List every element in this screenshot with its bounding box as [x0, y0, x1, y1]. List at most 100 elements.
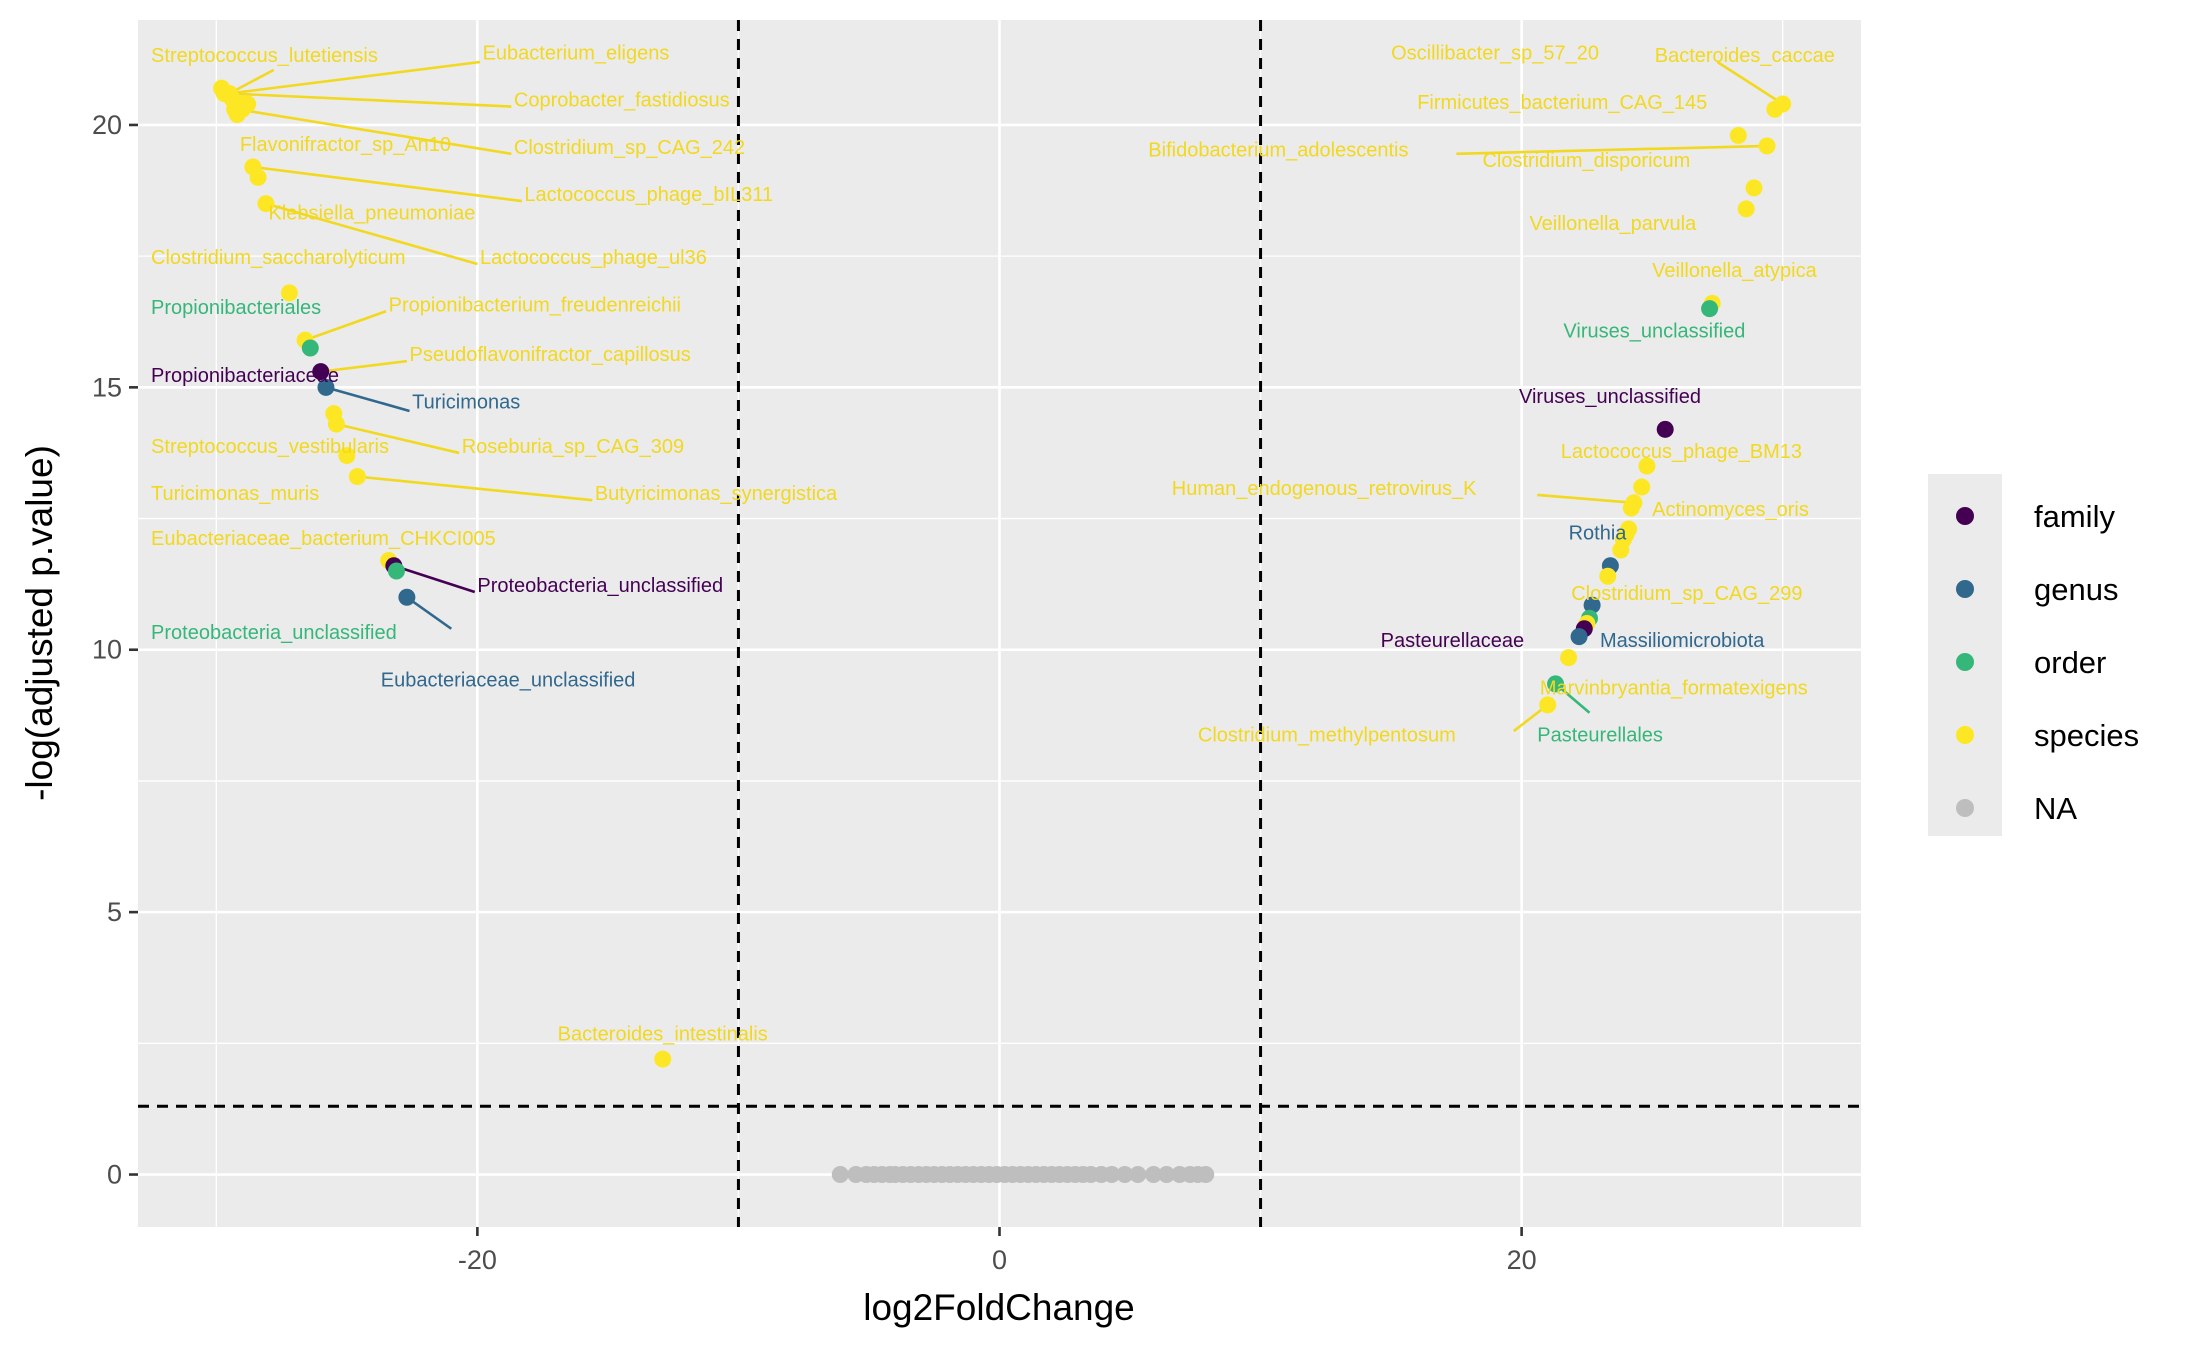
data-point	[1745, 179, 1763, 197]
point-label: Proteobacteria_unclassified	[151, 622, 397, 644]
point-label: Bacteroides_intestinalis	[558, 1024, 768, 1046]
x-axis-ticks: -20 0 20	[458, 1227, 1537, 1275]
data-point	[1145, 1166, 1163, 1184]
data-point	[654, 1050, 672, 1068]
data-point	[1766, 100, 1784, 118]
point-label: Rothia	[1569, 523, 1628, 545]
legend-key	[1956, 580, 1974, 598]
label-connector	[320, 359, 408, 373]
data-point	[1599, 567, 1617, 585]
point-label: Actinomyces_oris	[1652, 499, 1809, 521]
point-label: Turicimonas_muris	[151, 483, 319, 505]
data-point	[1103, 1166, 1121, 1184]
legend-key	[1956, 726, 1974, 744]
data-point	[280, 284, 298, 302]
point-label: Bifidobacterium_adolescentis	[1148, 139, 1408, 161]
point-label: Clostridium_methylpentosum	[1198, 725, 1456, 747]
point-label: Eubacterium_eligens	[483, 42, 670, 64]
legend: family genus order species NA	[1956, 499, 2139, 826]
point-label: Propionibacteriaceae	[151, 365, 339, 387]
legend-label: NA	[2034, 791, 2077, 826]
label-connector	[304, 310, 387, 342]
data-point	[1560, 649, 1578, 667]
y-tick-label: 5	[107, 897, 122, 927]
point-label: Flavonifractor_sp_An10	[240, 134, 451, 156]
y-tick-label: 20	[92, 110, 122, 140]
point-label: Eubacteriaceae_bacterium_CHKCI005	[151, 528, 496, 550]
data-points	[213, 79, 1792, 1184]
y-axis-title: -log(adjusted p.value)	[19, 445, 60, 801]
point-label: Clostridium_sp_CAG_242	[514, 137, 745, 159]
point-label: Coprobacter_fastidiosus	[514, 90, 730, 112]
threshold-lines	[138, 20, 1861, 1227]
data-point	[249, 168, 267, 186]
point-label: Lactococcus_phage_ul36	[480, 247, 707, 269]
data-point	[1633, 478, 1651, 496]
point-label: Firmicutes_bacterium_CAG_145	[1417, 92, 1707, 114]
legend-key	[1956, 507, 1974, 525]
data-point	[1583, 596, 1601, 614]
point-label: Pseudoflavonifractor_capillosus	[410, 344, 691, 366]
label-connector	[252, 165, 522, 203]
data-point	[1570, 628, 1588, 646]
data-point	[1158, 1166, 1176, 1184]
point-label: Roseburia_sp_CAG_309	[462, 436, 684, 458]
y-tick-label: 10	[92, 635, 122, 665]
point-labels: Streptococcus_lutetiensis Eubacterium_eli…	[151, 42, 1835, 1045]
data-point	[1622, 499, 1640, 517]
data-point	[1638, 457, 1656, 475]
data-point	[398, 588, 416, 606]
point-label: Bacteroides_caccae	[1655, 45, 1835, 67]
y-axis-ticks: 0 5 10 15 20	[92, 110, 138, 1190]
data-point	[1539, 696, 1557, 714]
point-label: Eubacteriaceae_unclassified	[381, 669, 636, 691]
data-point	[239, 95, 257, 113]
point-label: Veillonella_parvula	[1529, 213, 1697, 235]
data-point	[1116, 1166, 1134, 1184]
label-connector	[357, 475, 593, 502]
point-label: Viruses_unclassified	[1519, 386, 1701, 408]
label-connector	[1456, 144, 1768, 156]
data-point	[1129, 1166, 1147, 1184]
label-connector	[265, 202, 478, 266]
point-label: Human_endogenous_retrovirus_K	[1172, 478, 1477, 500]
grid-major	[138, 20, 1861, 1227]
point-label: Propionibacteriales	[151, 297, 321, 319]
data-point	[317, 378, 335, 396]
legend-label: species	[2034, 718, 2139, 753]
point-label: Oscillibacter_sp_57_20	[1391, 42, 1599, 64]
label-connector	[236, 107, 512, 156]
data-point	[338, 447, 356, 465]
point-label: Viruses_unclassified	[1563, 320, 1745, 342]
data-point	[1547, 675, 1565, 693]
data-point	[831, 1166, 849, 1184]
point-label: Clostridium_saccharolyticum	[151, 247, 406, 269]
legend-key	[1956, 653, 1974, 671]
point-label: Marvinbryantia_formatexigens	[1540, 677, 1808, 699]
label-connector	[229, 60, 481, 95]
x-tick-label: 0	[992, 1245, 1007, 1275]
point-label: Lactococcus_phage_BM13	[1561, 441, 1802, 463]
point-label: Lactococcus_phage_bIL311	[524, 184, 773, 206]
point-label: Veillonella_atypica	[1652, 260, 1817, 282]
data-point	[327, 415, 345, 433]
point-label: Pasteurellales	[1537, 725, 1663, 747]
legend-label: family	[2034, 499, 2115, 534]
point-label: Streptococcus_lutetiensis	[151, 45, 378, 67]
label-connector	[1537, 493, 1634, 505]
x-axis-title: log2FoldChange	[863, 1287, 1135, 1328]
label-connector	[406, 596, 453, 630]
point-label: Klebsiella_pneumoniae	[269, 202, 476, 224]
point-label: Turicimonas	[412, 391, 520, 413]
legend-label: genus	[2034, 572, 2118, 607]
data-point	[1758, 137, 1776, 155]
label-connector	[336, 422, 460, 455]
label-connector	[325, 386, 410, 413]
label-connectors	[228, 60, 1784, 733]
data-point	[1656, 420, 1674, 438]
data-point	[1701, 300, 1719, 318]
y-tick-label: 15	[92, 372, 122, 402]
point-label: Proteobacteria_unclassified	[477, 575, 723, 597]
label-connector	[393, 564, 476, 594]
